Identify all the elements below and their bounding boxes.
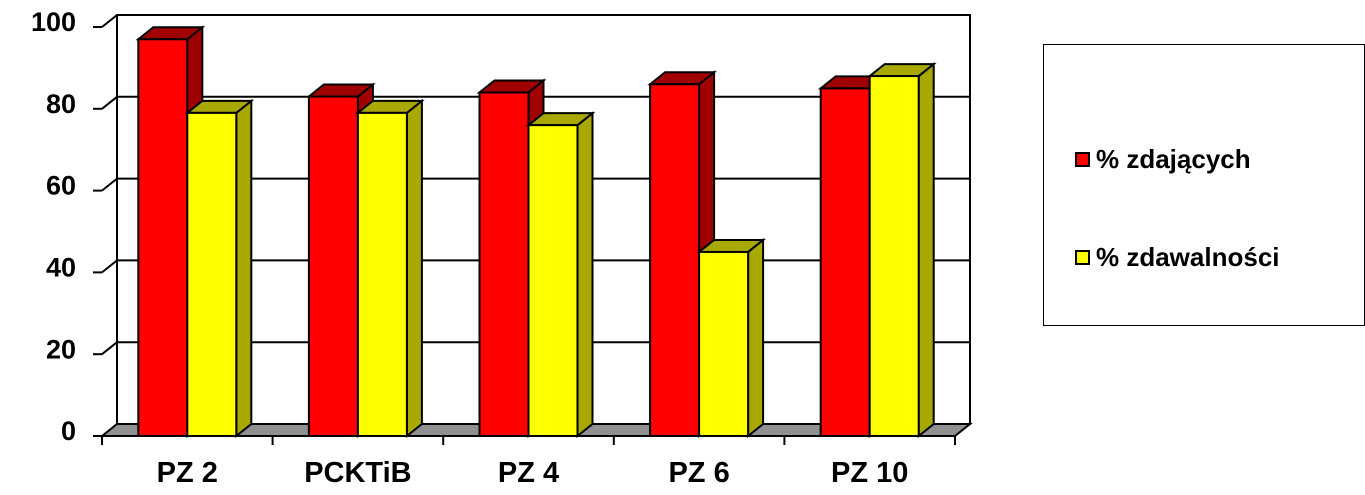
x-category-label: PZ 10 <box>831 457 908 489</box>
bar-front <box>186 111 238 437</box>
bar <box>696 237 766 439</box>
bar-front <box>307 95 359 437</box>
bar-front <box>868 75 920 438</box>
bar <box>525 111 596 439</box>
axes <box>93 26 956 445</box>
gridline-side <box>101 341 118 355</box>
y-tick-label: 60 <box>46 171 76 201</box>
y-tick-label: 100 <box>31 7 76 37</box>
bar-front <box>819 87 871 437</box>
legend-item-zdajacych: % zdających <box>1075 144 1251 175</box>
bar-side <box>576 111 594 439</box>
x-category-label: PZ 2 <box>157 457 218 489</box>
bar-front <box>137 38 189 438</box>
bar-side <box>747 237 765 439</box>
gridline-side <box>101 177 118 192</box>
legend-label: % zdawalności <box>1096 242 1280 272</box>
bar-front <box>698 250 750 437</box>
legend-swatch-yellow <box>1075 250 1090 265</box>
gridline-side <box>101 259 118 274</box>
x-category-label: PZ 4 <box>498 457 559 489</box>
bar-front <box>478 91 530 437</box>
y-axis-tick-labels: 0 20 40 60 80 100 <box>31 7 76 446</box>
bar-side <box>405 98 423 439</box>
legend: % zdających % zdawalności <box>1043 44 1365 326</box>
bar-side <box>917 61 935 439</box>
bar-front <box>356 111 408 437</box>
y-tick-label: 80 <box>46 89 76 119</box>
x-category-label: PCKTiB <box>304 457 411 489</box>
bar <box>184 98 255 439</box>
legend-item-zdawalnosci: % zdawalności <box>1075 242 1280 273</box>
bar <box>647 70 717 439</box>
y-tick-label: 20 <box>46 334 76 364</box>
bars <box>135 25 937 439</box>
x-axis-category-labels: PZ 2 PCKTiB PZ 4 PZ 6 PZ 10 <box>157 457 909 489</box>
legend-label: % zdających <box>1096 144 1251 174</box>
x-category-label: PZ 6 <box>668 457 729 489</box>
bar <box>866 61 937 439</box>
gridline-side <box>101 14 118 28</box>
y-tick-label: 40 <box>46 253 76 283</box>
y-tick-label: 0 <box>61 416 76 446</box>
bar-side <box>235 98 253 439</box>
bar-front <box>649 83 701 437</box>
bar-front <box>527 124 579 437</box>
bar <box>355 98 425 439</box>
legend-swatch-red <box>1075 152 1090 167</box>
gridline-side <box>101 96 118 110</box>
